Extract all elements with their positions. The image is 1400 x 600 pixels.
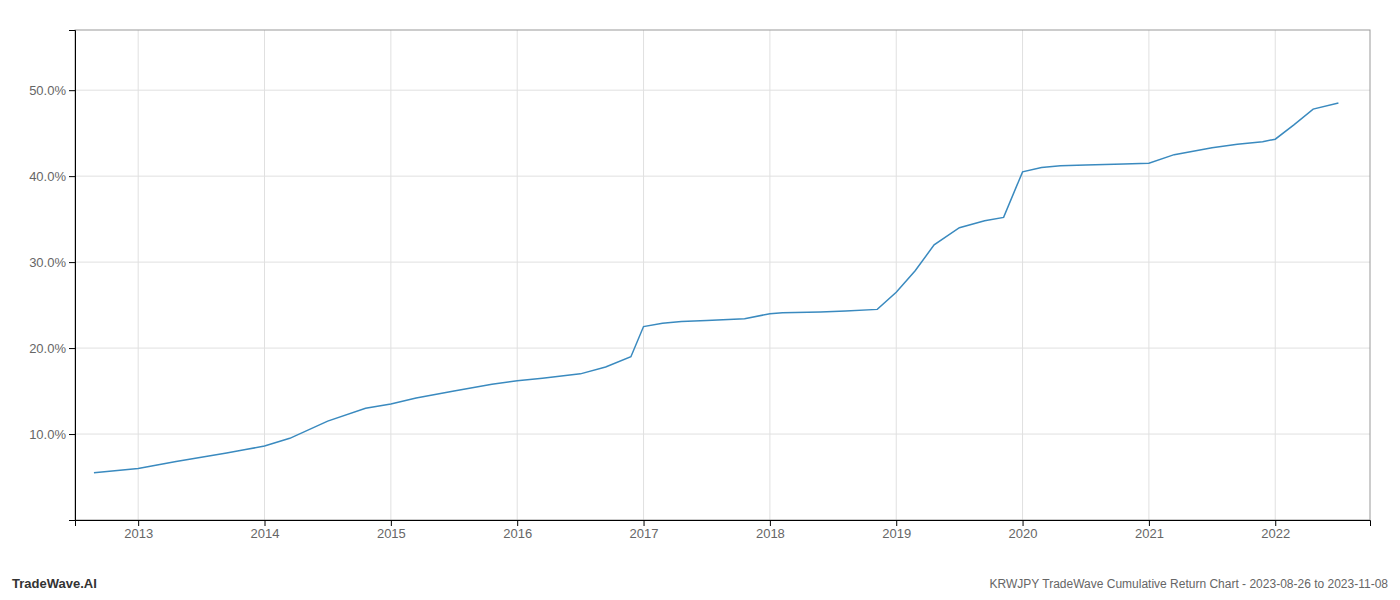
y-tick: 50.0% <box>29 83 75 98</box>
x-tick-mark <box>517 520 518 526</box>
watermark: TradeWave.AI <box>12 576 97 591</box>
x-tick-mark <box>138 520 139 526</box>
axis-line <box>69 31 76 521</box>
x-tick-label: 2021 <box>1135 526 1164 541</box>
grid-line-x <box>896 30 897 520</box>
x-tick: 2013 <box>124 520 153 541</box>
y-tick-mark <box>69 176 75 177</box>
x-tick: 2022 <box>1261 520 1290 541</box>
y-axis: 10.0% 20.0% 30.0% 40.0% 50.0% <box>29 31 75 521</box>
x-tick: 2020 <box>1009 520 1038 541</box>
y-tick-label: 40.0% <box>29 169 66 184</box>
grid-line-y <box>75 90 1370 91</box>
x-tick-label: 2014 <box>251 526 280 541</box>
marks <box>94 103 1338 473</box>
grid-line-y <box>75 348 1370 349</box>
grid-line-x <box>1275 30 1276 520</box>
y-tick-label: 10.0% <box>29 427 66 442</box>
x-tick-mark <box>1275 520 1276 526</box>
grid-line-x <box>1148 30 1149 520</box>
x-tick: 2015 <box>377 520 406 541</box>
axis-line <box>76 521 1371 527</box>
x-axis: 2013 2014 2015 2016 2017 2018 2019 2020 2021 2022 <box>76 520 1371 541</box>
plot: 2013 2014 2015 2016 2017 2018 2019 2020 2021 2022… <box>29 30 1370 541</box>
chart: 2013 2014 2015 2016 2017 2018 2019 2020 2021 2022… <box>0 0 1400 600</box>
x-tick: 2019 <box>882 520 911 541</box>
x-tick-label: 2013 <box>124 526 153 541</box>
x-tick: 2018 <box>756 520 785 541</box>
plot-frame <box>75 30 1370 520</box>
x-tick: 2017 <box>630 520 659 541</box>
grid-line-y <box>75 262 1370 263</box>
grid <box>75 30 1370 520</box>
grid-line-x <box>390 30 391 520</box>
x-tick-label: 2015 <box>377 526 406 541</box>
x-tick: 2021 <box>1135 520 1164 541</box>
y-tick-mark <box>69 262 75 263</box>
y-tick-label: 20.0% <box>29 341 66 356</box>
y-tick-label: 50.0% <box>29 83 66 98</box>
x-tick-mark <box>644 520 645 526</box>
y-tick: 40.0% <box>29 169 75 184</box>
x-tick-mark <box>1023 520 1024 526</box>
x-tick-mark <box>391 520 392 526</box>
grid-line-x <box>1022 30 1023 520</box>
grid-line-x <box>643 30 644 520</box>
x-tick-mark <box>1149 520 1150 526</box>
grid-line-x <box>517 30 518 520</box>
grid-line-y <box>75 176 1370 177</box>
x-tick-label: 2019 <box>882 526 911 541</box>
x-tick-label: 2018 <box>756 526 785 541</box>
x-tick: 2016 <box>503 520 532 541</box>
x-tick-label: 2017 <box>630 526 659 541</box>
y-tick-mark <box>69 348 75 349</box>
x-tick-label: 2022 <box>1261 526 1290 541</box>
grid-line-y <box>75 434 1370 435</box>
grid-line-x <box>138 30 139 520</box>
x-tick-mark <box>770 520 771 526</box>
x-tick: 2014 <box>251 520 280 541</box>
title: KRWJPY TradeWave Cumulative Return Chart… <box>990 577 1389 591</box>
x-tick-label: 2016 <box>503 526 532 541</box>
y-tick-mark <box>69 434 75 435</box>
x-tick-label: 2020 <box>1009 526 1038 541</box>
line <box>94 103 1338 473</box>
y-tick-label: 30.0% <box>29 255 66 270</box>
y-tick: 30.0% <box>29 255 75 270</box>
grid-line-x <box>769 30 770 520</box>
x-tick-mark <box>896 520 897 526</box>
y-tick-mark <box>69 90 75 91</box>
y-tick: 10.0% <box>29 427 75 442</box>
x-tick-mark <box>265 520 266 526</box>
y-tick: 20.0% <box>29 341 75 356</box>
